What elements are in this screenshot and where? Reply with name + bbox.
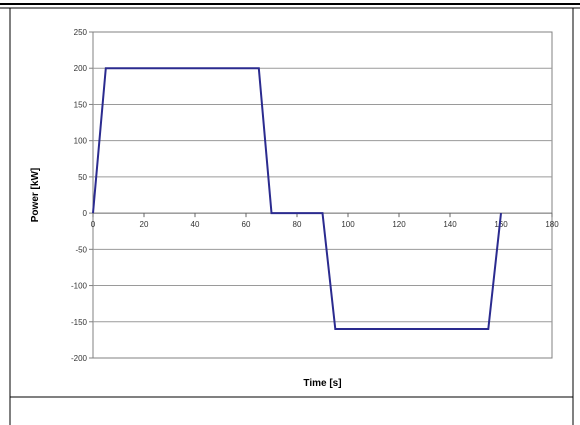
x-tick-label: 40	[191, 220, 200, 229]
x-tick-label: 80	[293, 220, 302, 229]
plot-area-border	[92, 31, 553, 359]
x-tick-label: 20	[140, 220, 149, 229]
x-tick-label: 0	[91, 220, 96, 229]
y-tick-label: -100	[71, 282, 88, 291]
x-tick-label: 120	[392, 220, 406, 229]
y-tick-label: 50	[78, 173, 87, 182]
x-tick-label: 160	[494, 220, 508, 229]
y-tick-label: 250	[74, 28, 88, 37]
y-axis-title: Power [kW]	[30, 168, 41, 222]
y-tick-label: 0	[83, 209, 88, 218]
series-line-power	[92, 67, 502, 330]
y-tick-label: 150	[74, 100, 88, 109]
x-tick-label: 140	[443, 220, 457, 229]
y-tick-label: -50	[75, 245, 87, 254]
x-axis-title: Time [s]	[303, 378, 341, 389]
x-tick-label: 60	[242, 220, 251, 229]
y-tick-label: -150	[71, 318, 88, 327]
y-tick-label: 200	[74, 64, 88, 73]
x-tick-label: 180	[545, 220, 559, 229]
y-tick-label: -200	[71, 354, 88, 363]
x-tick-label: 100	[341, 220, 355, 229]
y-tick-label: 100	[74, 137, 88, 146]
